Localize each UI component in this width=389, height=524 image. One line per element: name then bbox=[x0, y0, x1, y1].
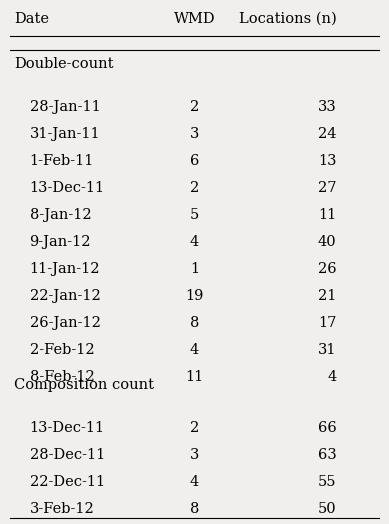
Text: 13-Dec-11: 13-Dec-11 bbox=[30, 421, 105, 435]
Text: 50: 50 bbox=[318, 502, 336, 516]
Text: 17: 17 bbox=[318, 316, 336, 330]
Text: 3: 3 bbox=[190, 127, 199, 141]
Text: 11: 11 bbox=[186, 370, 203, 384]
Text: 3-Feb-12: 3-Feb-12 bbox=[30, 502, 95, 516]
Text: 5: 5 bbox=[190, 208, 199, 222]
Text: 13: 13 bbox=[318, 154, 336, 168]
Text: 28-Jan-11: 28-Jan-11 bbox=[30, 101, 100, 114]
Text: 2: 2 bbox=[190, 421, 199, 435]
Text: 4: 4 bbox=[327, 370, 336, 384]
Text: 26-Jan-12: 26-Jan-12 bbox=[30, 316, 100, 330]
Text: 3: 3 bbox=[190, 448, 199, 462]
Text: 31-Jan-11: 31-Jan-11 bbox=[30, 127, 100, 141]
Text: 4: 4 bbox=[190, 235, 199, 249]
Text: Date: Date bbox=[14, 12, 49, 26]
Text: 55: 55 bbox=[318, 475, 336, 489]
Text: 21: 21 bbox=[318, 289, 336, 303]
Text: 40: 40 bbox=[318, 235, 336, 249]
Text: 1: 1 bbox=[190, 262, 199, 276]
Text: 8: 8 bbox=[190, 316, 199, 330]
Text: WMD: WMD bbox=[173, 12, 216, 26]
Text: 33: 33 bbox=[318, 101, 336, 114]
Text: Double-count: Double-count bbox=[14, 57, 114, 71]
Text: 6: 6 bbox=[190, 154, 199, 168]
Text: 8: 8 bbox=[190, 502, 199, 516]
Text: 8-Jan-12: 8-Jan-12 bbox=[30, 208, 91, 222]
Text: 27: 27 bbox=[318, 181, 336, 195]
Text: 19: 19 bbox=[185, 289, 204, 303]
Text: 24: 24 bbox=[318, 127, 336, 141]
Text: 4: 4 bbox=[190, 475, 199, 489]
Text: 13-Dec-11: 13-Dec-11 bbox=[30, 181, 105, 195]
Text: 9-Jan-12: 9-Jan-12 bbox=[30, 235, 91, 249]
Text: 28-Dec-11: 28-Dec-11 bbox=[30, 448, 105, 462]
Text: 2-Feb-12: 2-Feb-12 bbox=[30, 343, 94, 357]
Text: 11-Jan-12: 11-Jan-12 bbox=[30, 262, 100, 276]
Text: 66: 66 bbox=[318, 421, 336, 435]
Text: 22-Jan-12: 22-Jan-12 bbox=[30, 289, 100, 303]
Text: 8-Feb-12: 8-Feb-12 bbox=[30, 370, 95, 384]
Text: Locations (n): Locations (n) bbox=[238, 12, 336, 26]
Text: 1-Feb-11: 1-Feb-11 bbox=[30, 154, 94, 168]
Text: 31: 31 bbox=[318, 343, 336, 357]
Text: 63: 63 bbox=[318, 448, 336, 462]
Text: Composition count: Composition count bbox=[14, 378, 154, 392]
Text: 2: 2 bbox=[190, 101, 199, 114]
Text: 22-Dec-11: 22-Dec-11 bbox=[30, 475, 105, 489]
Text: 26: 26 bbox=[318, 262, 336, 276]
Text: 4: 4 bbox=[190, 343, 199, 357]
Text: 2: 2 bbox=[190, 181, 199, 195]
Text: 11: 11 bbox=[318, 208, 336, 222]
